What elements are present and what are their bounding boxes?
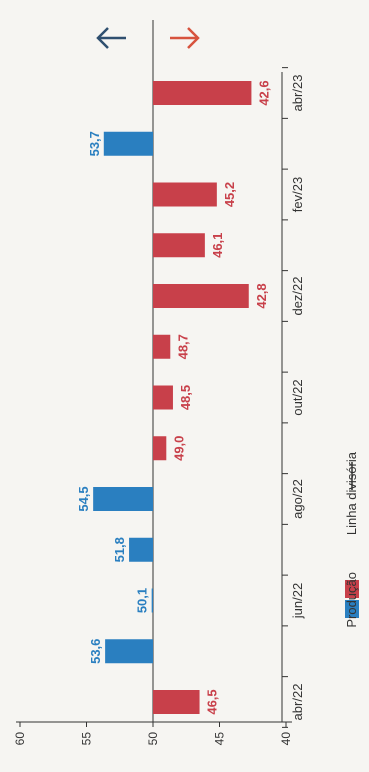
bar-fev-23 (153, 182, 217, 207)
month-axis: abr/22 jun/22 ago/22 out/22 dez/22 fev/23 abr/… (281, 67, 305, 728)
bar-ago-22 (93, 487, 153, 511)
value-label-set-22: 49,0 (171, 436, 186, 461)
value-axis: 60 55 50 45 40 (13, 721, 293, 746)
value-tick-label-45: 45 (213, 732, 227, 746)
value-label-abr-22: 46,5 (205, 689, 220, 714)
legend-swatch-producao-red (345, 580, 359, 598)
value-label-mar-23: 53,7 (87, 131, 102, 156)
bar-jun-22 (151, 588, 153, 613)
bar-jan-23 (153, 233, 205, 258)
right-arrow-head (187, 27, 200, 49)
bar-abr-23 (153, 81, 252, 105)
bar-series (93, 81, 252, 714)
value-label-jun-22: 50,1 (135, 588, 150, 613)
bar-mai-22 (105, 639, 153, 664)
bar-out-22 (153, 385, 173, 410)
value-label-nov-22: 48,7 (175, 334, 190, 359)
bar-dez-22 (153, 284, 249, 308)
value-label-out-22: 48,5 (178, 385, 193, 410)
legend-label-producao: Produção (344, 572, 359, 628)
bar-mar-23 (103, 131, 153, 156)
value-tick-label-40: 40 (279, 732, 293, 746)
month-label-abr-23: abr/23 (290, 75, 305, 112)
month-label-ago-22: ago/22 (290, 479, 305, 519)
left-arrow-head (96, 27, 109, 49)
trend-arrows (96, 27, 200, 49)
bar-abr-22 (153, 690, 200, 714)
legend-label-divider: Linha divisória (344, 451, 359, 535)
month-label-dez-22: dez/22 (290, 276, 305, 315)
value-label-jan-23: 46,1 (210, 233, 225, 258)
value-labels: 46,5 53,6 50,1 51,8 54,5 49,0 48,5 48,7 42,8 46,1… (76, 80, 271, 714)
value-label-fev-23: 45,2 (222, 182, 237, 207)
value-label-mai-22: 53,6 (88, 639, 103, 664)
value-label-ago-22: 54,5 (76, 486, 91, 511)
month-label-abr-22: abr/22 (290, 684, 305, 721)
legend: Produção Linha divisória (344, 451, 359, 628)
value-label-abr-23: 42,6 (256, 80, 271, 105)
month-label-jun-22: jun/22 (290, 583, 305, 619)
value-label-jul-22: 51,8 (112, 537, 127, 562)
bar-jul-22 (129, 537, 153, 562)
value-label-dez-22: 42,8 (254, 283, 269, 308)
value-tick-label-55: 55 (80, 732, 94, 746)
bar-set-22 (153, 436, 167, 461)
month-label-fev-23: fev/23 (290, 177, 305, 212)
legend-swatch-producao-blue (345, 600, 359, 618)
month-label-out-22: out/22 (290, 379, 305, 415)
value-tick-label-50: 50 (146, 732, 160, 746)
bar-nov-22 (153, 334, 171, 359)
value-tick-label-60: 60 (13, 732, 27, 746)
